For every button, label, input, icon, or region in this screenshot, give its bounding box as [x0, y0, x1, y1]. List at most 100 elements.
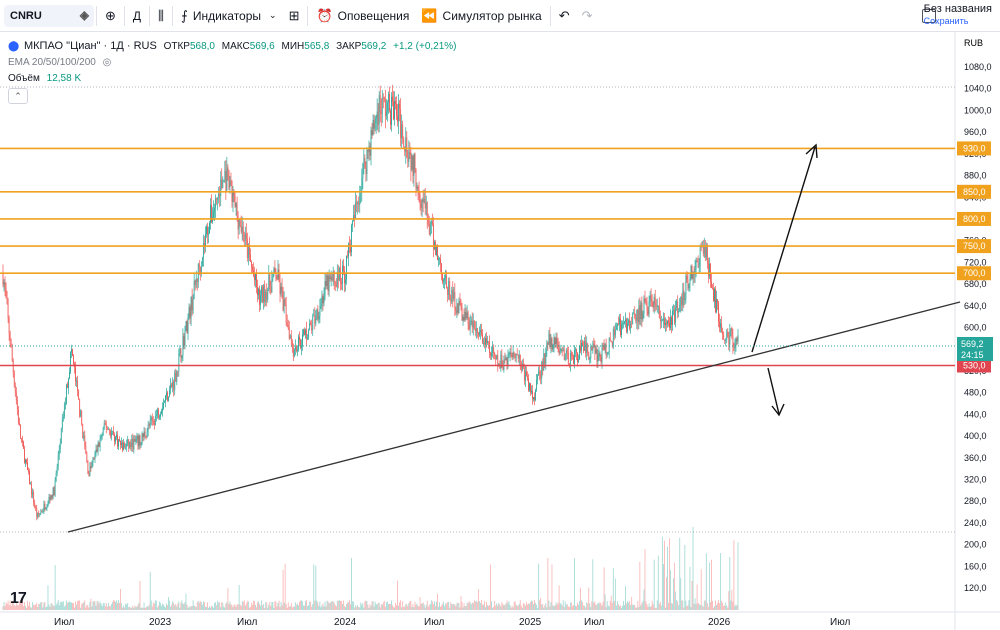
alerts-button[interactable]: ⏰ Оповещения	[310, 0, 415, 32]
candle-body	[130, 442, 132, 447]
volume-bar	[133, 607, 135, 610]
volume-bar	[667, 546, 668, 610]
candle-body	[62, 416, 64, 419]
currency-label[interactable]: RUB	[964, 38, 983, 48]
volume-bar	[148, 604, 150, 610]
volume-bar	[6, 603, 8, 610]
eye-off-icon[interactable]: ◎	[102, 57, 112, 68]
volume-bar	[392, 605, 393, 610]
candle-body	[678, 311, 680, 313]
candle-body	[291, 341, 293, 348]
candle-body	[163, 402, 164, 409]
candle-body	[636, 309, 638, 321]
candle-body	[257, 286, 258, 296]
volume-bar	[625, 586, 626, 610]
candle-body	[174, 372, 176, 391]
price-chart[interactable]: RUB 1080,01040,01000,0960,0920,0880,0840…	[0, 32, 1000, 630]
candle-body	[281, 286, 283, 291]
candle-body	[76, 380, 78, 382]
volume-bar	[470, 604, 472, 610]
legend-title[interactable]: МКПАО "Циан" · 1Д · RUS	[23, 40, 157, 52]
candle-body	[488, 341, 489, 342]
candle-body	[475, 328, 477, 332]
candle-body	[161, 411, 162, 415]
candle-body	[201, 257, 203, 266]
layout-name-block[interactable]: Без названия Сохранить	[924, 3, 992, 27]
chart-type-button[interactable]: ⫼	[152, 0, 170, 32]
undo-button[interactable]: ↶	[553, 0, 576, 32]
candle-body	[632, 313, 634, 325]
volume-bar	[484, 601, 485, 610]
volume-bar	[160, 602, 161, 610]
redo-icon: ↷	[581, 7, 593, 23]
volume-bar	[383, 600, 385, 610]
candle-body	[577, 352, 578, 362]
candle-body	[169, 389, 171, 397]
volume-bar	[587, 603, 589, 610]
candle-body	[273, 268, 275, 274]
volume-bar	[274, 600, 276, 610]
candle-body	[212, 217, 213, 223]
symbol-search[interactable]: CNRU ◈	[4, 4, 94, 27]
volume-bar	[578, 604, 579, 610]
candle-body	[255, 274, 256, 281]
volume-bar	[624, 604, 625, 610]
volume-bar	[191, 605, 193, 610]
trend-line[interactable]	[67, 301, 961, 533]
candle-body	[2, 273, 4, 285]
volume-row[interactable]: Объём 12,58 K	[8, 71, 457, 87]
volume-bar	[730, 600, 732, 610]
volume-bar	[125, 603, 127, 610]
redo-button[interactable]: ↷	[576, 0, 599, 32]
volume-bar	[90, 598, 92, 610]
candle-body	[322, 296, 324, 304]
indicators-button[interactable]: ⨍ Индикаторы ⌄	[175, 0, 283, 32]
interval-label: Д	[132, 8, 142, 23]
up-arrow-line[interactable]	[751, 146, 816, 353]
candle-body	[122, 442, 124, 451]
candle-body	[123, 443, 125, 451]
templates-button[interactable]: ⊞	[283, 0, 306, 32]
candle-body	[375, 118, 377, 123]
tradingview-logo-icon[interactable]: 17	[10, 590, 27, 607]
volume-bar	[238, 584, 240, 610]
candle-body	[256, 274, 257, 287]
volume-bar	[715, 600, 716, 610]
candle-body	[643, 298, 645, 314]
volume-bar	[396, 605, 397, 610]
compare-button[interactable]: ⊕	[99, 0, 122, 32]
candle-body	[258, 288, 259, 296]
level-price-label: 930,0	[963, 143, 986, 153]
replay-button[interactable]: ⏪ Симулятор рынка	[415, 0, 547, 32]
volume-bar	[27, 600, 28, 610]
candle-body	[402, 124, 404, 139]
volume-bar	[181, 600, 183, 610]
candle-body	[214, 207, 216, 212]
candle-body	[528, 378, 529, 391]
interval-button[interactable]: Д	[127, 0, 147, 32]
volume-bar	[70, 602, 71, 610]
candle-body	[487, 341, 488, 343]
countdown-text: 24:15	[961, 350, 984, 360]
candle-body	[268, 274, 270, 290]
volume-bar	[642, 600, 644, 610]
volume-bar	[671, 602, 672, 610]
volume-bar	[345, 607, 346, 610]
volume-bar	[326, 600, 328, 610]
price-tick-label: 320,0	[964, 474, 987, 484]
diamond-icon[interactable]: ◈	[79, 7, 89, 22]
price-tick-label: 880,0	[964, 171, 987, 181]
layout-checkbox-icon[interactable]	[922, 9, 936, 23]
candle-body	[468, 323, 470, 329]
down-arrow-line[interactable]	[767, 367, 780, 415]
volume-bar	[525, 601, 527, 610]
candle-body	[677, 301, 679, 313]
collapse-legend-button[interactable]: ⌃	[8, 88, 28, 104]
candle-body	[535, 389, 536, 400]
candle-body	[502, 366, 504, 370]
candle-body	[613, 328, 615, 336]
candle-body	[530, 383, 531, 393]
ema-row[interactable]: EMA 20/50/100/200 ◎	[8, 55, 457, 71]
candle-body	[582, 342, 584, 347]
volume-bar	[231, 605, 233, 610]
